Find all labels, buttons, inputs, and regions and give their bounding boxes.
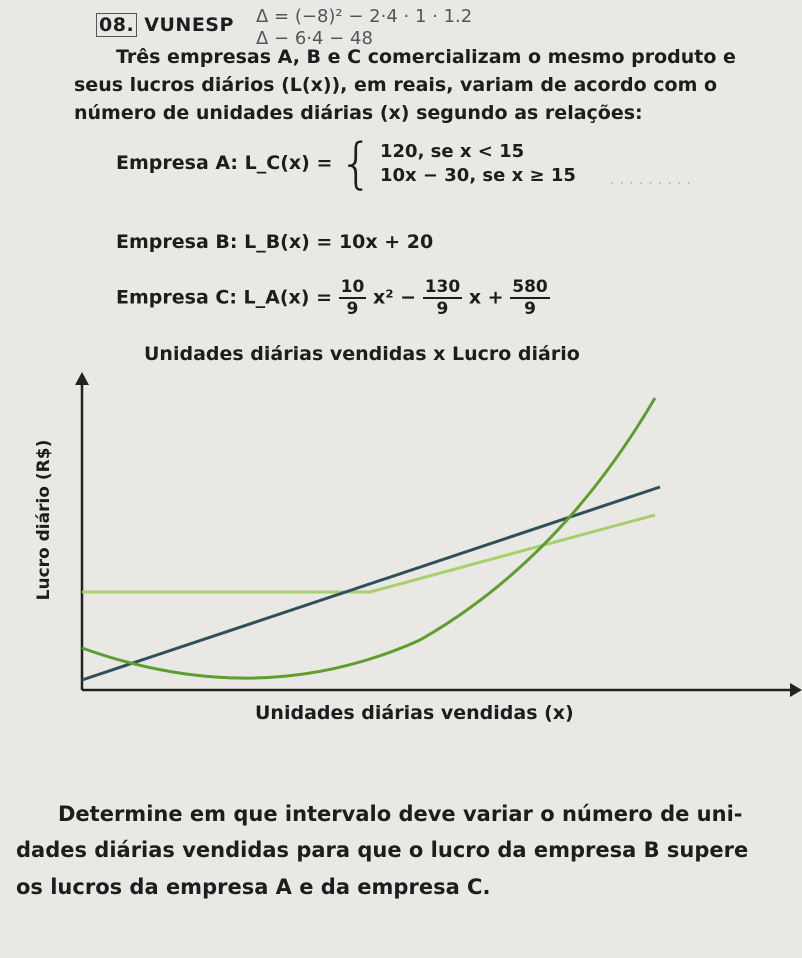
empresa-a-label: Empresa A: <box>116 152 239 174</box>
fraction-denominator: 9 <box>524 299 536 319</box>
handwritten-note-2: Δ − 6·4 − 48 <box>256 28 373 49</box>
empresa-b-formula: Empresa B: L_B(x) = 10x + 20 <box>116 231 433 253</box>
empresa-c-term-1: x² − <box>372 286 417 309</box>
bleed-through-text: . . . . . . . . . <box>610 170 692 188</box>
fraction-denominator: 9 <box>346 299 359 319</box>
brace-symbol: { <box>339 132 374 195</box>
empresa-b-function: L_B(x) = 10x + 20 <box>244 231 434 253</box>
fraction-numerator: 10 <box>338 277 367 299</box>
empresa-c-label: Empresa C: <box>116 286 237 309</box>
intro-line-1: Três empresas A, B e C comercializam o m… <box>116 46 736 68</box>
series-line-empresa-b <box>81 485 661 682</box>
question-header: 08. VUNESP <box>96 13 234 37</box>
prompt-line-3: os lucros da empresa A e da empresa C. <box>16 875 491 899</box>
question-source: VUNESP <box>144 14 234 36</box>
intro-line-2: seus lucros diários (L(x)), em reais, va… <box>74 74 718 96</box>
prompt-line-2: dades diárias vendidas para que o lucro … <box>16 838 749 862</box>
empresa-a-case-1: 120, se x < 15 <box>380 140 525 162</box>
fraction-580-9: 580 9 <box>510 277 550 319</box>
chart-title: Unidades diárias vendidas x Lucro diário <box>144 343 580 365</box>
empresa-c-formula: Empresa C: L_A(x) = 10 9 x² − 130 9 x + … <box>116 277 550 319</box>
empresa-a-case-2: 10x − 30, se x ≥ 15 <box>380 164 576 186</box>
fraction-denominator: 9 <box>436 299 449 319</box>
empresa-a-function: L_C(x) = <box>244 152 333 174</box>
fraction-numerator: 580 <box>510 277 550 299</box>
empresa-c-term-2: x + <box>468 286 504 309</box>
empresa-a-cases: 120, se x < 15 10x − 30, se x ≥ 15 <box>380 140 576 188</box>
fraction-numerator: 130 <box>422 277 463 299</box>
x-axis-arrow <box>790 683 802 697</box>
intro-line-3: número de unidades diárias (x) segundo a… <box>74 102 643 124</box>
prompt-line-1: Determine em que intervalo deve variar o… <box>58 802 743 826</box>
empresa-a-formula: Empresa A: L_C(x) = { 120, se x < 15 10x… <box>116 132 576 195</box>
empresa-c-function: L_A(x) = <box>243 286 333 309</box>
handwritten-note-1: Δ = (−8)² − 2·4 · 1 · 1.2 <box>256 6 473 27</box>
fraction-130-9: 130 9 <box>422 277 463 319</box>
empresa-b-label: Empresa B: <box>116 231 238 253</box>
chart-x-axis-label: Unidades diárias vendidas (x) <box>255 702 574 724</box>
question-number: 08. <box>96 13 138 37</box>
fraction-10-9: 10 9 <box>338 277 367 319</box>
series-parabola-empresa-c <box>81 397 657 680</box>
y-axis-arrow <box>75 372 89 385</box>
series-line-empresa-a <box>82 513 656 594</box>
